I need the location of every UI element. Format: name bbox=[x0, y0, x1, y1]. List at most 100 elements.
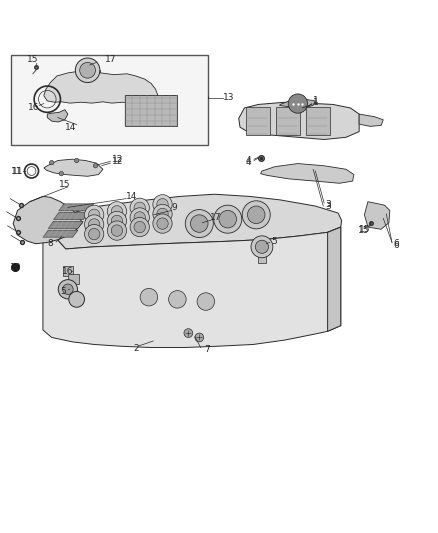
Text: 5: 5 bbox=[60, 287, 67, 296]
Circle shape bbox=[74, 158, 79, 163]
Circle shape bbox=[85, 215, 104, 234]
Circle shape bbox=[63, 284, 73, 295]
Text: 14: 14 bbox=[126, 192, 137, 201]
Circle shape bbox=[134, 221, 145, 233]
Circle shape bbox=[85, 224, 104, 244]
Text: 9: 9 bbox=[171, 203, 177, 212]
Circle shape bbox=[197, 293, 215, 310]
Circle shape bbox=[93, 164, 98, 168]
Text: 4: 4 bbox=[246, 156, 251, 165]
Bar bbox=[125, 95, 177, 126]
Polygon shape bbox=[48, 221, 83, 229]
Text: 15: 15 bbox=[27, 55, 39, 64]
Polygon shape bbox=[44, 159, 103, 176]
Circle shape bbox=[140, 288, 158, 306]
Circle shape bbox=[157, 218, 168, 229]
Circle shape bbox=[288, 94, 307, 113]
Text: 11: 11 bbox=[11, 166, 22, 175]
Text: 11: 11 bbox=[12, 166, 23, 175]
Circle shape bbox=[130, 198, 149, 217]
Polygon shape bbox=[75, 70, 100, 88]
Circle shape bbox=[59, 172, 64, 176]
Text: 17: 17 bbox=[210, 213, 221, 222]
Polygon shape bbox=[43, 230, 78, 237]
Circle shape bbox=[219, 211, 237, 228]
Circle shape bbox=[242, 201, 270, 229]
Circle shape bbox=[130, 217, 149, 237]
Circle shape bbox=[247, 206, 265, 223]
Text: 6: 6 bbox=[393, 239, 399, 248]
Text: 3: 3 bbox=[325, 200, 332, 209]
Polygon shape bbox=[328, 227, 341, 332]
Circle shape bbox=[58, 280, 78, 299]
Polygon shape bbox=[43, 223, 341, 348]
Circle shape bbox=[49, 160, 54, 165]
Circle shape bbox=[184, 329, 193, 337]
Bar bbox=[258, 247, 266, 263]
Text: 12: 12 bbox=[112, 157, 123, 166]
Circle shape bbox=[69, 292, 85, 307]
Bar bbox=[63, 265, 73, 276]
Text: 15: 15 bbox=[358, 226, 369, 235]
Text: 12: 12 bbox=[112, 155, 123, 164]
Polygon shape bbox=[359, 114, 383, 126]
Circle shape bbox=[153, 195, 172, 214]
Circle shape bbox=[255, 240, 268, 253]
Polygon shape bbox=[44, 71, 158, 103]
Text: 10: 10 bbox=[10, 263, 21, 272]
Polygon shape bbox=[13, 197, 82, 244]
Text: 1: 1 bbox=[313, 96, 319, 106]
Polygon shape bbox=[59, 204, 94, 211]
Text: 1: 1 bbox=[313, 98, 319, 107]
Text: 16: 16 bbox=[62, 267, 74, 276]
Circle shape bbox=[191, 215, 208, 232]
Circle shape bbox=[88, 229, 100, 240]
Polygon shape bbox=[279, 99, 315, 108]
Text: 16: 16 bbox=[28, 103, 40, 112]
Circle shape bbox=[214, 205, 242, 233]
Circle shape bbox=[107, 221, 127, 240]
Text: 17: 17 bbox=[105, 55, 116, 64]
Circle shape bbox=[195, 333, 204, 342]
Text: 15: 15 bbox=[59, 180, 71, 189]
Bar bbox=[68, 273, 79, 284]
Circle shape bbox=[153, 204, 172, 223]
Circle shape bbox=[111, 225, 123, 236]
Circle shape bbox=[80, 62, 95, 78]
Circle shape bbox=[111, 206, 123, 217]
Circle shape bbox=[75, 58, 100, 83]
Circle shape bbox=[88, 209, 100, 221]
Circle shape bbox=[130, 208, 149, 227]
Polygon shape bbox=[43, 194, 342, 249]
Text: 15: 15 bbox=[359, 225, 370, 234]
Circle shape bbox=[251, 236, 273, 258]
Circle shape bbox=[153, 214, 172, 233]
Polygon shape bbox=[261, 164, 354, 183]
Circle shape bbox=[134, 212, 145, 223]
Text: 4: 4 bbox=[246, 158, 251, 167]
Text: 3: 3 bbox=[325, 201, 332, 211]
Circle shape bbox=[157, 208, 168, 220]
Text: 7: 7 bbox=[204, 345, 210, 354]
Circle shape bbox=[88, 219, 100, 230]
Circle shape bbox=[185, 209, 213, 238]
Circle shape bbox=[85, 205, 104, 224]
Text: 6: 6 bbox=[393, 241, 399, 250]
Circle shape bbox=[111, 215, 123, 227]
Bar bbox=[11, 55, 208, 145]
Bar bbox=[246, 107, 270, 135]
Polygon shape bbox=[53, 213, 88, 220]
Polygon shape bbox=[239, 102, 359, 140]
Polygon shape bbox=[47, 110, 68, 122]
Bar bbox=[306, 107, 330, 135]
Circle shape bbox=[169, 290, 186, 308]
Bar bbox=[276, 107, 300, 135]
Text: 2: 2 bbox=[133, 344, 138, 353]
Circle shape bbox=[107, 201, 127, 221]
Text: 13: 13 bbox=[223, 93, 234, 102]
Circle shape bbox=[134, 202, 145, 214]
Text: 5: 5 bbox=[271, 237, 277, 246]
Text: 14: 14 bbox=[65, 123, 77, 132]
Circle shape bbox=[107, 211, 127, 231]
Text: 8: 8 bbox=[47, 239, 53, 248]
